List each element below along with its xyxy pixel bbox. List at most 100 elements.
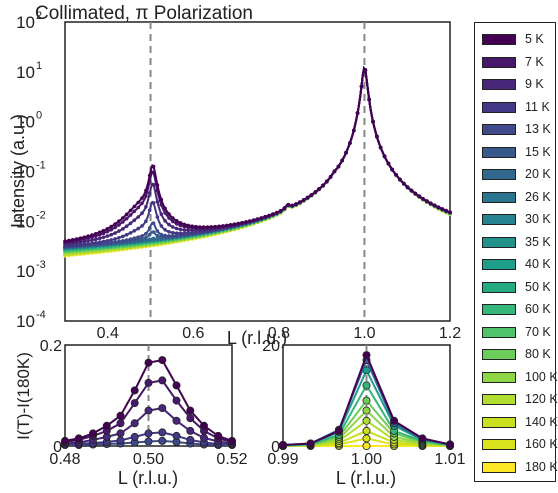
legend-entry: 40 K [475,256,555,274]
main-series-point [405,185,410,189]
main-series-point [248,219,252,223]
main-series-point [359,84,364,89]
main-series-point [86,239,90,243]
left-inset-y-tick-label: 0 [53,439,62,456]
main-y-tick-label: 10 [16,312,35,331]
main-series-point [205,225,210,229]
left-inset-series-point [130,399,139,408]
main-series-point [144,238,148,243]
main-series-point [82,235,87,240]
legend-label: 120 K [525,392,558,406]
main-y-tick-exponent: -3 [36,259,46,271]
legend-entry: 5 K [475,31,555,49]
main-y-tick-label: 10 [16,63,35,82]
main-series-point [113,225,117,230]
main-series-point [105,234,110,238]
right-inset-x-axis-label: L (r.l.u.) [336,468,396,488]
legend-swatch [482,236,516,248]
main-series-point [371,119,375,124]
main-series-point [140,196,144,200]
right-inset-x-tick-labels: 0.99 1.00 1.01 [267,451,465,468]
right-inset-series-point [362,381,371,390]
main-series-point [171,219,175,224]
main-y-tick-exponent: -1 [36,160,46,172]
temperature-legend: 5 K 7 K 9 K 11 K 13 K 15 K 20 K 26 K 30 K 35 K 40 … [474,22,558,482]
legend-entry: 50 K [475,279,555,297]
legend-entry: 120 K [475,391,558,409]
main-reference-lines [149,22,366,321]
main-series-point [78,236,83,240]
main-series-point [178,227,183,232]
legend-swatch [482,304,516,315]
main-series-point [275,210,279,215]
main-series-line [64,66,451,256]
main-series-point [352,128,356,133]
main-series-point [198,225,202,229]
legend-label: 70 K [525,324,551,339]
main-series-point [121,216,125,220]
main-series-point [178,231,183,236]
left-inset-y-tick-label: 0.2 [40,338,62,355]
main-series-point [174,222,179,226]
right-inset-x-tick-label: 0.99 [267,451,298,468]
main-series-point [128,237,133,241]
main-series-point [386,161,391,166]
legend-label: 140 K [525,414,558,429]
left-inset-series-point [102,421,111,430]
main-series-point [263,214,268,219]
legend-label: 13 K [525,122,551,136]
main-series-point [240,220,244,225]
main-series-point [121,239,125,243]
left-inset-x-axis-label: L (r.l.u.) [118,468,178,488]
legend-entry: 70 K [475,324,555,342]
main-series-point [144,188,148,193]
main-series-point [190,228,194,233]
legend-entry: 60 K [475,301,555,319]
left-inset-x-tick-labels: 0.48 0.50 0.52 [49,451,247,468]
main-series-point [144,205,148,209]
legend-swatch [482,146,516,158]
main-series-point [228,223,233,227]
right-inset-series-point [418,434,427,443]
main-series-point [382,154,387,159]
main-series-point [332,169,337,174]
right-inset-series-point [362,406,371,415]
main-series-point [90,233,94,237]
main-series-point [147,237,152,242]
main-series-point [301,198,306,202]
main-series-point [109,240,113,245]
main-series-line [64,66,451,255]
right-inset-series-point [362,441,371,450]
right-inset-x-tick-label: 1.00 [351,451,382,468]
main-series-point [113,231,117,235]
main-series-point [317,187,321,191]
main-series-point [182,222,187,227]
right-inset-series-point [445,440,454,449]
main-series-point [171,216,175,220]
main-series-point [67,238,71,243]
main-series-point [159,224,164,228]
main-series-point [136,215,140,219]
left-inset-series-point [158,428,167,437]
main-series-point [171,225,175,229]
main-series-point [163,211,167,215]
main-series-point [259,216,264,220]
left-inset-x-tick-label: 0.52 [216,451,247,468]
right-inset-y-tick-label: 20 [262,338,280,355]
main-series-point [109,227,113,232]
main-series-point [194,224,198,229]
legend-label: 26 K [525,189,551,204]
main-series [63,65,452,252]
main-series-point [124,238,129,242]
main-series-point [336,164,341,169]
main-series-point [167,216,171,220]
legend-swatch [482,394,516,405]
legend-label: 30 K [525,212,551,226]
left-inset-series-point [144,429,153,438]
left-inset-series [61,356,236,445]
main-series-point [86,242,90,246]
main-series-point [82,242,87,246]
main-x-tick-label: 0.4 [97,325,119,342]
main-series-point [136,235,140,239]
main-series-point [182,228,187,232]
